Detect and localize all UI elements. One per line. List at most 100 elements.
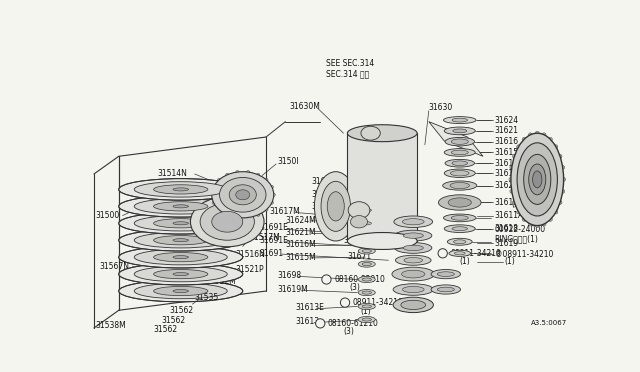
Ellipse shape — [173, 273, 189, 276]
Text: 31514N: 31514N — [157, 170, 188, 179]
Ellipse shape — [452, 161, 467, 166]
Text: 31523M: 31523M — [143, 192, 174, 201]
Ellipse shape — [438, 195, 481, 210]
Circle shape — [558, 154, 562, 158]
Ellipse shape — [451, 216, 468, 220]
Circle shape — [510, 189, 514, 193]
Ellipse shape — [431, 285, 461, 294]
Ellipse shape — [444, 148, 476, 156]
Circle shape — [236, 170, 239, 174]
Ellipse shape — [134, 250, 227, 265]
Circle shape — [246, 216, 250, 219]
Ellipse shape — [395, 243, 432, 253]
Text: 31621: 31621 — [495, 126, 518, 135]
Text: 31562: 31562 — [169, 306, 193, 315]
Text: 31672: 31672 — [344, 237, 367, 246]
Ellipse shape — [358, 220, 375, 226]
Text: 00922-24000: 00922-24000 — [495, 225, 546, 234]
Text: 08160-82010: 08160-82010 — [334, 275, 385, 284]
Ellipse shape — [154, 185, 208, 194]
Ellipse shape — [348, 202, 370, 219]
Ellipse shape — [451, 170, 469, 176]
Text: 31628: 31628 — [495, 181, 518, 190]
Ellipse shape — [173, 289, 189, 293]
Circle shape — [548, 218, 552, 221]
Ellipse shape — [437, 287, 454, 292]
Text: A3.5:0067: A3.5:0067 — [531, 320, 567, 326]
Circle shape — [246, 170, 250, 174]
Text: 3150I: 3150I — [278, 157, 300, 166]
Circle shape — [340, 298, 349, 307]
Text: (1): (1) — [505, 257, 515, 266]
Ellipse shape — [154, 219, 208, 228]
Text: 31612: 31612 — [495, 169, 518, 178]
Ellipse shape — [358, 289, 375, 296]
Ellipse shape — [451, 139, 468, 144]
Text: 31624M: 31624M — [285, 216, 316, 225]
Ellipse shape — [402, 270, 425, 278]
Ellipse shape — [154, 253, 208, 262]
Ellipse shape — [444, 169, 476, 177]
Ellipse shape — [529, 164, 546, 195]
Text: ®08911-34210: ®08911-34210 — [495, 250, 553, 259]
Text: 31617: 31617 — [495, 159, 519, 168]
Circle shape — [265, 179, 268, 182]
Ellipse shape — [437, 272, 454, 276]
Text: B: B — [324, 277, 329, 282]
Circle shape — [561, 166, 564, 169]
Text: 31675M: 31675M — [311, 177, 342, 186]
Text: RINGリング(1): RINGリング(1) — [495, 234, 538, 243]
Ellipse shape — [403, 245, 423, 251]
Text: (3): (3) — [349, 283, 360, 292]
Text: B: B — [318, 321, 323, 326]
Ellipse shape — [119, 263, 243, 285]
Text: 31615: 31615 — [495, 148, 519, 157]
Text: 31500: 31500 — [95, 211, 120, 220]
Circle shape — [561, 189, 564, 193]
Ellipse shape — [396, 255, 431, 265]
Circle shape — [513, 201, 516, 205]
Text: 31613: 31613 — [296, 317, 319, 326]
Circle shape — [542, 133, 546, 137]
Polygon shape — [429, 122, 483, 156]
Ellipse shape — [445, 137, 474, 146]
Ellipse shape — [351, 216, 367, 228]
Ellipse shape — [134, 199, 227, 214]
Ellipse shape — [454, 252, 465, 255]
Text: 31566: 31566 — [154, 234, 178, 243]
Ellipse shape — [444, 214, 476, 222]
Ellipse shape — [212, 211, 243, 232]
Ellipse shape — [451, 150, 468, 155]
Ellipse shape — [119, 196, 243, 217]
Ellipse shape — [173, 222, 189, 225]
Text: 31676E: 31676E — [382, 237, 412, 246]
Ellipse shape — [191, 197, 264, 247]
Text: (3151I): (3151I) — [511, 200, 538, 209]
Text: N: N — [440, 251, 445, 256]
Circle shape — [529, 133, 532, 137]
Ellipse shape — [358, 317, 375, 323]
Circle shape — [522, 138, 526, 141]
Ellipse shape — [450, 183, 469, 189]
Ellipse shape — [358, 303, 375, 310]
Text: 31516N: 31516N — [235, 250, 265, 259]
Text: 31619M: 31619M — [278, 285, 308, 294]
Text: 31671: 31671 — [348, 252, 371, 261]
Ellipse shape — [362, 235, 371, 239]
Circle shape — [522, 218, 526, 221]
Circle shape — [516, 145, 520, 149]
Text: 31618: 31618 — [495, 224, 518, 233]
Ellipse shape — [358, 261, 375, 267]
Ellipse shape — [401, 300, 426, 310]
Text: 31611A: 31611A — [495, 211, 524, 220]
Text: 31535: 31535 — [195, 293, 219, 302]
Ellipse shape — [445, 159, 474, 167]
Text: 31562: 31562 — [154, 325, 178, 334]
Ellipse shape — [119, 230, 243, 251]
Ellipse shape — [154, 286, 208, 296]
Ellipse shape — [362, 291, 371, 294]
Circle shape — [210, 193, 213, 196]
Ellipse shape — [443, 181, 477, 190]
Text: 31613E: 31613E — [296, 304, 324, 312]
Text: 31567N: 31567N — [99, 262, 129, 271]
